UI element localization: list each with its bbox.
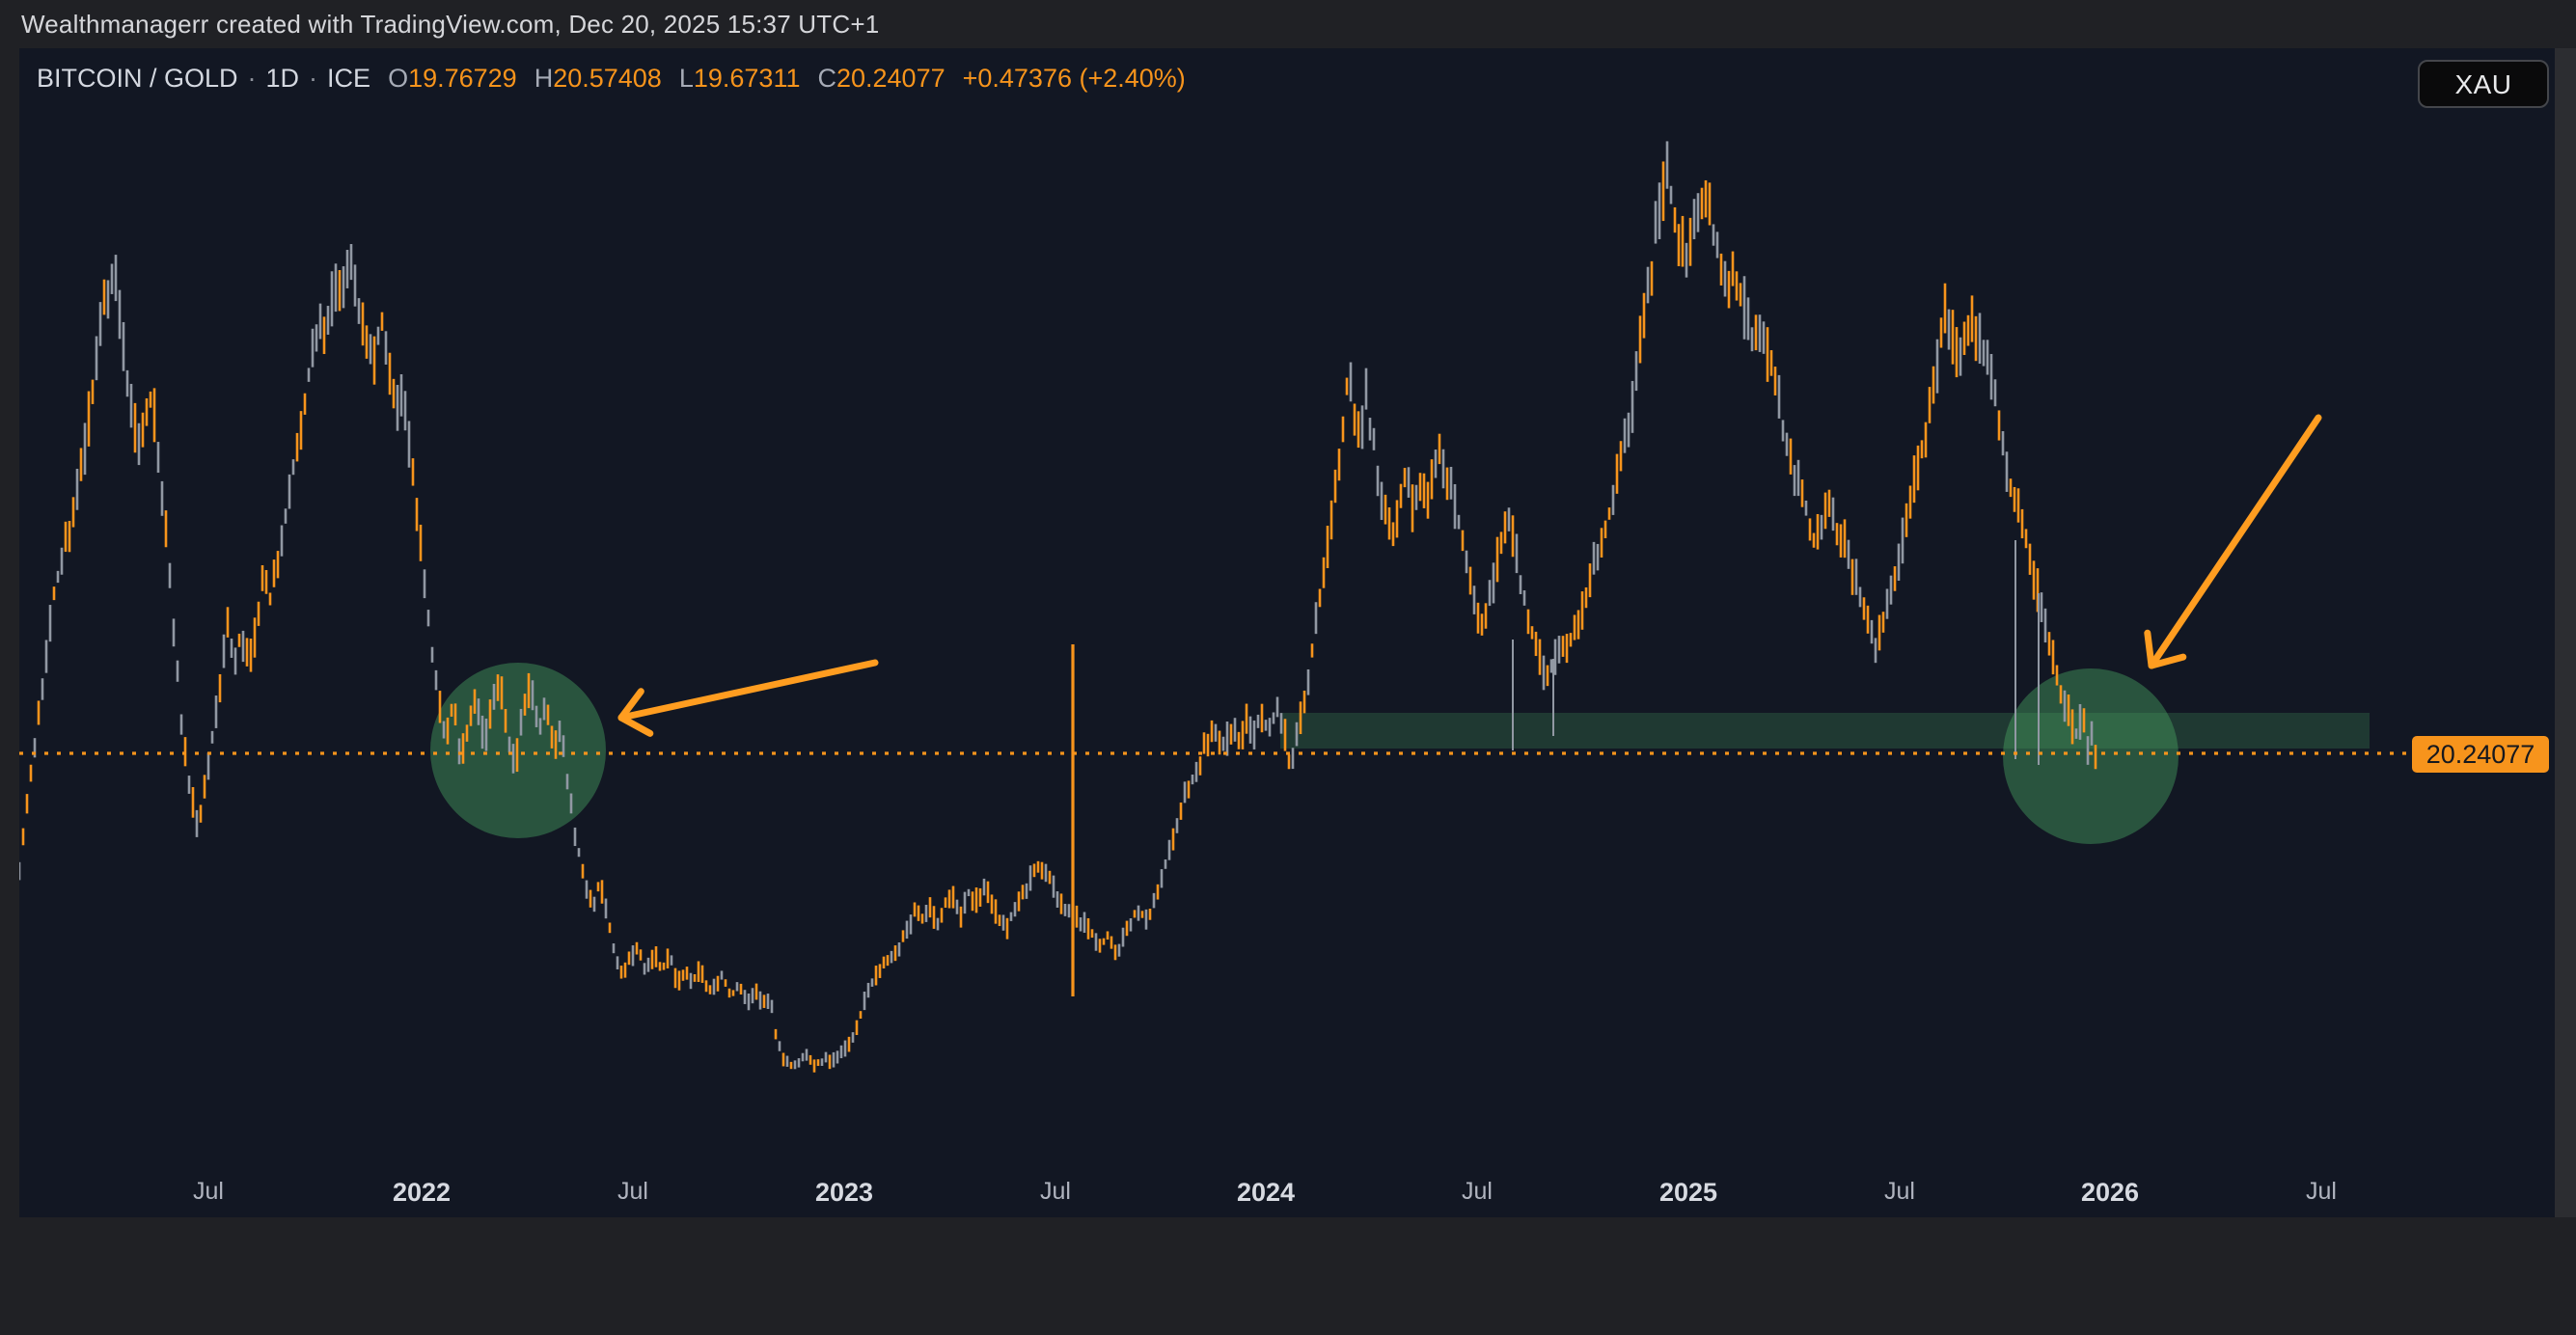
legend-separator: · xyxy=(247,64,257,93)
symbol-legend: BITCOIN / GOLD · 1D · ICE O19.76729 H20.57408 L… xyxy=(37,64,1186,95)
high-value: 20.57408 xyxy=(553,64,662,93)
footer-bar: TradingView xyxy=(0,1217,2576,1335)
close-value: 20.24077 xyxy=(836,64,945,93)
month-tick-label: Jul xyxy=(193,1178,224,1205)
year-tick-label: 2022 xyxy=(392,1178,452,1207)
annotation-arrow-2 xyxy=(2144,414,2322,669)
low-value: 19.67311 xyxy=(693,64,801,93)
year-tick-label: 2024 xyxy=(1236,1178,1296,1207)
exchange-label: ICE xyxy=(327,64,371,93)
year-tick-label: 2023 xyxy=(814,1178,874,1207)
price-axis[interactable]: 42.5000040.0000037.5000035.0000032.50000… xyxy=(2371,48,2555,1165)
month-tick-label: Jul xyxy=(1040,1178,1071,1205)
low-letter: L xyxy=(678,64,694,93)
support-zone-band xyxy=(1280,713,2370,749)
bar-series xyxy=(19,141,2097,1073)
current-price-label: 20.24077 xyxy=(2412,736,2549,773)
change-value: +0.47376 (+2.40%) xyxy=(962,64,1186,93)
currency-unit-button[interactable]: XAU xyxy=(2418,60,2549,108)
plot-area[interactable] xyxy=(19,141,2370,1073)
close-letter: C xyxy=(817,64,836,93)
annotation-arrow-1 xyxy=(617,659,879,737)
month-tick-label: Jul xyxy=(1884,1178,1915,1205)
high-letter: H xyxy=(534,64,554,93)
chart-pane[interactable] xyxy=(19,48,2555,1217)
legend-separator: · xyxy=(309,64,318,93)
open-letter: O xyxy=(388,64,409,93)
month-tick-label: Jul xyxy=(617,1178,648,1205)
interval-label: 1D xyxy=(265,64,300,93)
chart-attribution: Wealthmanagerr created with TradingView.… xyxy=(21,10,880,39)
symbol-name: BITCOIN / GOLD xyxy=(37,64,238,93)
year-tick-label: 2025 xyxy=(1658,1178,1718,1207)
month-tick-label: Jul xyxy=(1462,1178,1493,1205)
open-value: 19.76729 xyxy=(408,64,517,93)
time-axis[interactable]: Jul 2022 Jul 2023 Jul 2024 Jul 2025 Jul 2026 Jul xyxy=(19,1165,2555,1217)
title-bar: Wealthmanagerr created with TradingView.… xyxy=(0,0,2576,48)
window-edge-strip xyxy=(2555,48,2576,1217)
month-tick-label: Jul xyxy=(2306,1178,2337,1205)
year-tick-label: 2026 xyxy=(2080,1178,2140,1207)
highlight-circle-2 xyxy=(2003,668,2179,844)
